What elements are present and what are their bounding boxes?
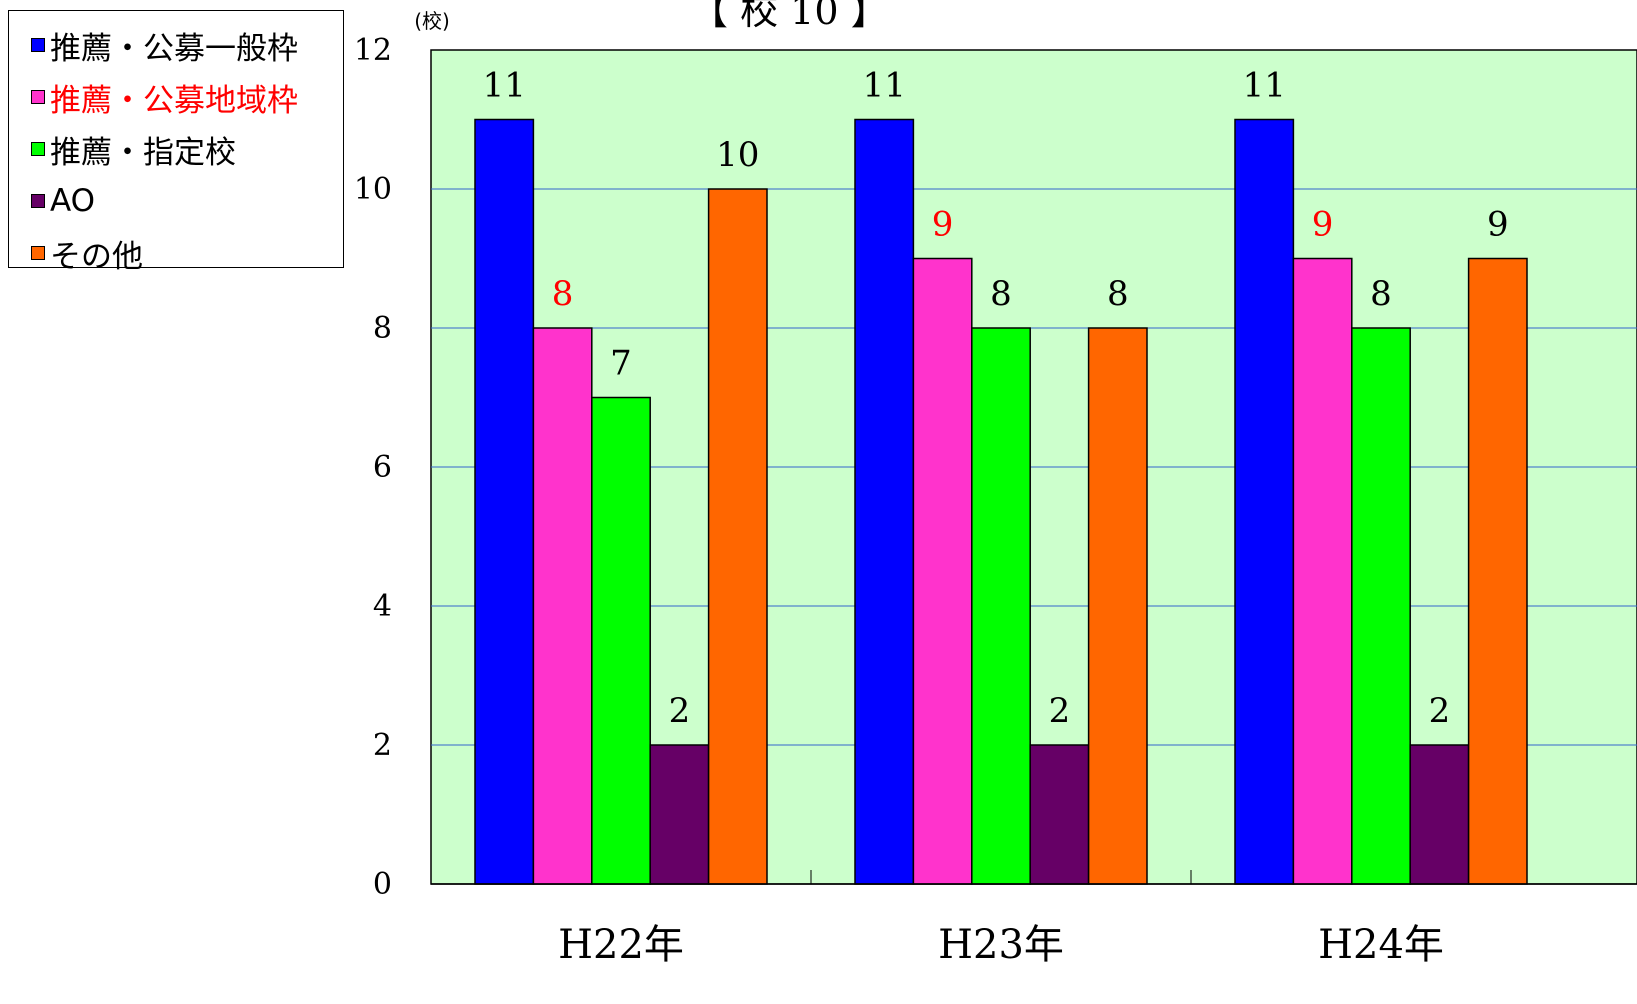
bar [1467, 257, 1528, 885]
y-tick-label: 10 [354, 172, 392, 207]
y-tick-label: 12 [354, 33, 392, 68]
legend-swatch-icon [31, 246, 45, 260]
bar-value-label: 2 [669, 691, 691, 731]
y-tick-label: 6 [373, 450, 392, 485]
legend-swatch-icon [31, 194, 45, 208]
x-category-label: H22年 [558, 922, 684, 968]
bar-value-label: 8 [990, 274, 1012, 314]
bar [532, 327, 593, 885]
bar-value-label: 10 [716, 135, 759, 175]
bar-value-label: 11 [863, 66, 906, 106]
bar [1292, 257, 1353, 885]
bar [854, 118, 915, 885]
bar [912, 257, 973, 885]
legend-label: 推薦・公募地域枠 [50, 82, 298, 119]
x-category-label: H23年 [938, 922, 1064, 968]
bar-value-label: 9 [1312, 205, 1334, 245]
bar-value-label: 11 [483, 66, 526, 106]
legend-swatch-icon [31, 142, 45, 156]
bar [649, 744, 710, 885]
bar-value-label: 9 [932, 205, 954, 245]
bar [971, 327, 1031, 885]
bar [1234, 118, 1295, 885]
bar [474, 118, 535, 885]
legend-item-regional: 推薦・公募地域枠 [31, 71, 343, 123]
bar [707, 188, 768, 885]
legend-label: AO [50, 183, 96, 219]
y-tick-label: 0 [373, 867, 392, 902]
legend-swatch-icon [31, 90, 45, 104]
legend-swatch-icon [31, 38, 45, 52]
x-category-label: H24年 [1318, 922, 1444, 968]
bar [1409, 744, 1470, 885]
bar-value-label: 8 [1107, 274, 1129, 314]
legend-item-general: 推薦・公募一般枠 [31, 19, 343, 71]
bar-value-label: 8 [1370, 274, 1392, 314]
legend: 推薦・公募一般枠 推薦・公募地域枠 推薦・指定校 AO その他 [8, 10, 344, 275]
bar-value-label: 2 [1429, 691, 1451, 731]
bar-value-label: 9 [1487, 205, 1509, 245]
legend-label: その他 [50, 238, 143, 275]
bar-value-label: 11 [1243, 66, 1286, 106]
y-tick-label: 2 [373, 728, 392, 763]
y-tick-label: 8 [373, 311, 392, 346]
chart-title-fragment: 【 校 10 】 [690, 0, 889, 33]
legend-item-ao: AO [31, 175, 343, 227]
legend-label: 推薦・公募一般枠 [50, 30, 298, 67]
bar [591, 396, 651, 885]
legend-label: 推薦・指定校 [50, 134, 236, 171]
bar [1029, 744, 1090, 885]
bar-value-label: 7 [610, 344, 632, 384]
bar-value-label: 8 [552, 274, 574, 314]
legend-item-other: その他 [31, 227, 343, 279]
bar [1351, 327, 1411, 885]
bar-value-label: 2 [1049, 691, 1071, 731]
legend-item-designated: 推薦・指定校 [31, 123, 343, 175]
y-axis-unit-label: (校) [414, 9, 450, 33]
bar [1087, 327, 1148, 885]
y-tick-label: 4 [373, 589, 392, 624]
